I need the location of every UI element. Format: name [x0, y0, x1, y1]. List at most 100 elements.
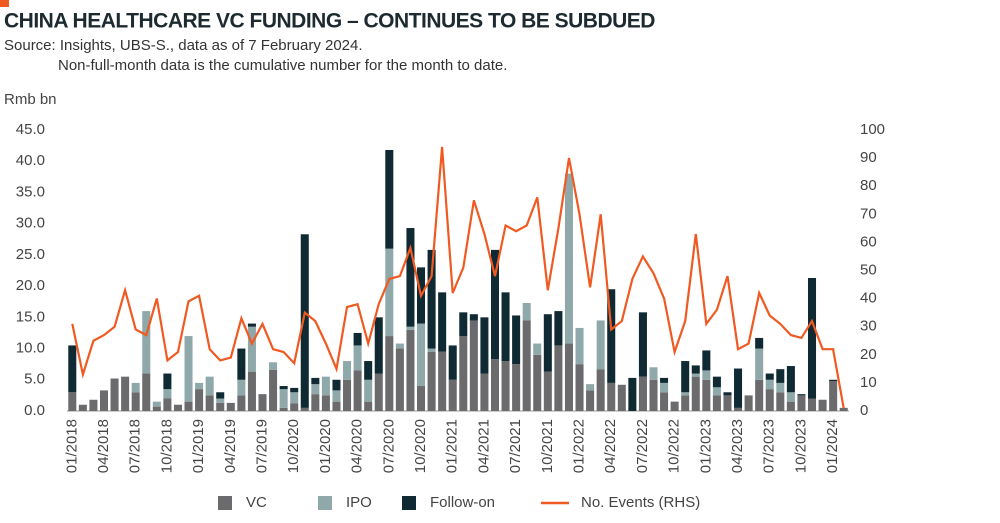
bar-vc	[343, 379, 352, 411]
x-tick-label: 07/2020	[380, 419, 397, 473]
bar-ipo	[755, 348, 764, 380]
y2-tick-label: 40	[860, 290, 877, 307]
bar-ipo	[163, 389, 172, 399]
bar-follow-on	[247, 323, 256, 327]
bar-follow-on	[660, 377, 669, 383]
bar-follow-on	[512, 315, 521, 365]
bar-follow-on	[786, 366, 795, 393]
bar-follow-on	[332, 379, 341, 391]
bar-ipo	[427, 348, 436, 352]
x-tick-label: 04/2023	[729, 419, 746, 473]
bar-ipo	[596, 320, 605, 370]
bar-ipo	[385, 248, 394, 337]
bar-ipo	[575, 327, 584, 365]
x-tick-label: 10/2023	[792, 419, 809, 473]
y2-tick-label: 30	[860, 318, 877, 335]
bar-vc	[173, 404, 182, 411]
bar-follow-on	[406, 228, 415, 327]
bar-follow-on	[797, 394, 806, 396]
bar-ipo	[786, 392, 795, 402]
bar-ipo	[364, 379, 373, 402]
bar-vc	[427, 351, 436, 411]
x-tick-label: 07/2022	[634, 419, 651, 473]
bar-vc	[195, 389, 204, 411]
y-tick-label: 25.0	[16, 246, 45, 263]
bar-follow-on	[290, 387, 299, 393]
bar-vc	[163, 398, 172, 411]
x-tick-label: 01/2020	[317, 419, 334, 473]
bar-vc	[364, 401, 373, 411]
bar-vc	[321, 395, 330, 411]
x-tick-label: 04/2021	[475, 419, 492, 473]
chart-title: CHINA HEALTHCARE VC FUNDING – CONTINUES …	[4, 10, 655, 33]
bar-follow-on	[300, 234, 309, 408]
bar-vc	[533, 354, 542, 411]
bar-follow-on	[68, 345, 77, 393]
bar-ipo	[649, 367, 658, 380]
y-tick-label: 10.0	[16, 340, 45, 357]
bar-follow-on	[459, 312, 468, 337]
y2-tick-label: 50	[860, 261, 877, 278]
bar-vc	[258, 394, 267, 411]
x-tick-label: 10/2022	[666, 419, 683, 473]
bar-vc	[216, 402, 225, 411]
bar-ipo	[691, 373, 700, 377]
corner-accent	[0, 0, 9, 7]
bar-vc	[575, 364, 584, 411]
y-tick-label: 0.0	[24, 402, 45, 419]
bar-vc	[448, 379, 457, 411]
y2-tick-label: 10	[860, 374, 877, 391]
bar-vc	[269, 369, 278, 411]
y-tick-label: 30.0	[16, 215, 45, 232]
x-tick-label: 07/2019	[253, 419, 270, 473]
bar-vc	[279, 407, 288, 411]
bar-follow-on	[374, 317, 383, 374]
bar-ipo	[712, 387, 721, 396]
bar-vc	[564, 343, 573, 411]
bar-vc	[395, 348, 404, 411]
bar-follow-on	[438, 292, 447, 352]
y2-tick-label: 80	[860, 177, 877, 194]
bar-follow-on	[311, 377, 320, 385]
bar-vc	[755, 379, 764, 411]
bar-vc	[99, 390, 109, 411]
bar-ipo	[131, 382, 140, 393]
legend-label: No. Events (RHS)	[581, 494, 700, 511]
bar-vc	[839, 407, 848, 411]
bar-vc	[617, 384, 626, 411]
bar-vc	[385, 336, 394, 411]
bar-ipo	[776, 382, 785, 393]
bar-follow-on	[364, 361, 373, 380]
bar-ipo	[395, 343, 404, 349]
bar-ipo	[195, 382, 204, 390]
bar-vc	[89, 399, 98, 411]
bar-vc	[807, 398, 817, 411]
legend-label: IPO	[346, 494, 372, 511]
y-tick-label: 40.0	[16, 152, 45, 169]
bar-follow-on	[469, 314, 478, 321]
bar-follow-on	[279, 386, 288, 390]
y-axis-label: Rmb bn	[4, 91, 57, 108]
bar-ipo	[660, 382, 669, 393]
bar-follow-on	[607, 289, 616, 383]
bar-vc	[501, 361, 510, 411]
bar-follow-on	[543, 314, 552, 372]
bar-follow-on	[765, 373, 774, 380]
bar-vc	[734, 407, 743, 411]
bar-ipo	[564, 173, 573, 344]
bar-follow-on	[691, 365, 700, 374]
x-tick-label: 04/2022	[602, 419, 619, 473]
bar-follow-on	[755, 337, 764, 349]
legend-label: Follow-on	[430, 494, 495, 511]
x-tick-label: 10/2020	[285, 419, 302, 473]
bar-ipo	[237, 379, 246, 396]
bar-vc	[226, 402, 235, 411]
bar-vc	[406, 329, 415, 411]
bar-ipo	[216, 398, 225, 403]
bar-vc	[681, 395, 690, 411]
bar-follow-on	[723, 392, 732, 396]
note: Non-full-month data is the cumulative nu…	[58, 57, 507, 74]
bar-ipo	[522, 302, 531, 321]
bar-vc	[332, 401, 341, 411]
